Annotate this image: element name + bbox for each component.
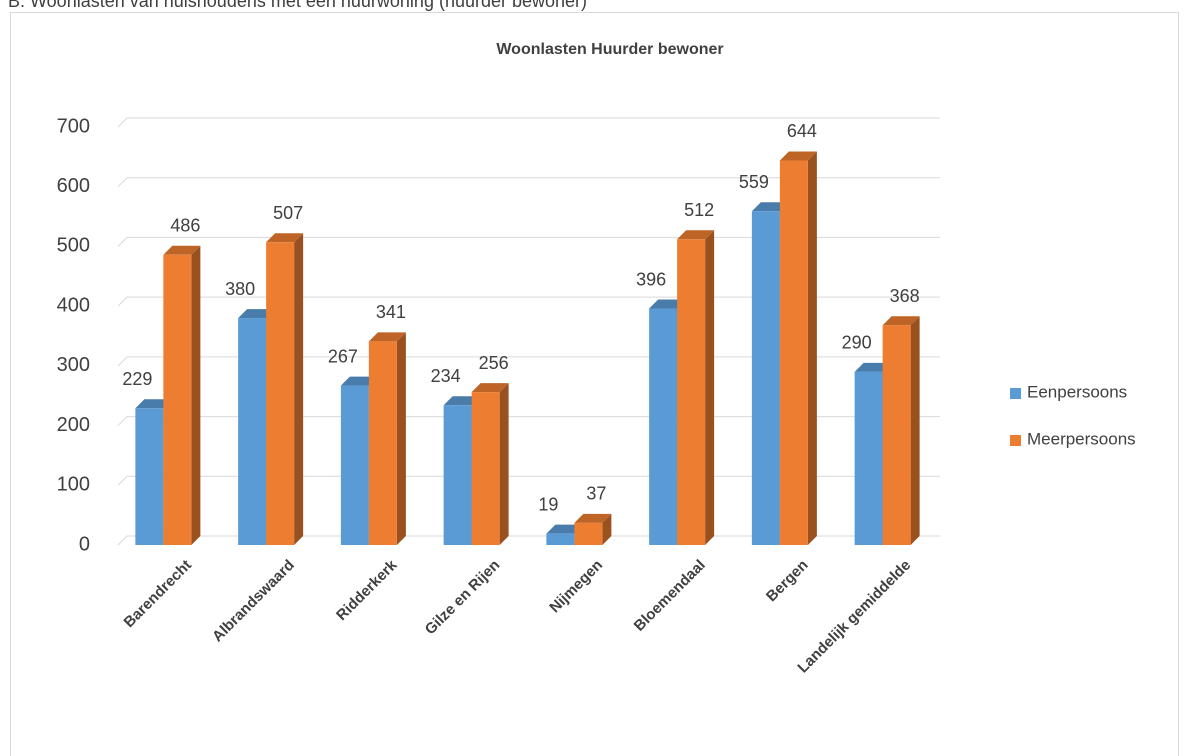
bar-top (368, 332, 406, 342)
page-heading: B. Woonlasten van huishoudens met een hu… (8, 0, 587, 11)
value-label: 396 (636, 269, 666, 289)
bar-top (882, 316, 920, 326)
value-label: 507 (273, 203, 303, 223)
grid-line (117, 236, 940, 247)
bar (443, 405, 472, 545)
bar-side (705, 230, 715, 545)
bar-top (546, 524, 584, 534)
value-label: 341 (376, 302, 406, 322)
bar (163, 254, 192, 545)
bar-side (499, 383, 509, 545)
legend-label: Eenpersoons (1027, 382, 1127, 401)
chart-title: Woonlasten Huurder bewoner (496, 41, 723, 58)
value-label: 290 (842, 333, 872, 353)
legend-swatch (1010, 435, 1021, 446)
bar-side (396, 332, 406, 545)
grid-line (117, 117, 940, 128)
bar-top (238, 309, 276, 319)
bar-side (807, 151, 817, 545)
y-tick-label: 600 (57, 175, 90, 197)
bar-top (649, 299, 687, 309)
bar (471, 392, 500, 545)
bar-top (266, 233, 304, 243)
bar (266, 242, 295, 545)
y-tick-label: 200 (57, 414, 90, 436)
bar-top (574, 513, 612, 523)
bar-top (163, 245, 201, 255)
bar-top (471, 383, 509, 393)
legend-swatch (1010, 388, 1021, 399)
bar-top (340, 376, 378, 386)
bar (882, 325, 911, 545)
value-label: 256 (479, 353, 509, 373)
bar-side (191, 245, 201, 545)
value-label: 19 (538, 494, 558, 514)
value-label: 37 (586, 484, 606, 504)
bar (135, 408, 164, 545)
grid-line (117, 177, 940, 188)
y-tick-label: 400 (57, 294, 90, 316)
bar-top (677, 230, 715, 240)
bar (340, 385, 369, 545)
value-label: 512 (684, 200, 714, 220)
value-label: 234 (431, 366, 461, 386)
bar (574, 522, 603, 545)
y-tick-label: 700 (57, 115, 90, 137)
bar (368, 341, 397, 545)
value-label: 644 (787, 121, 817, 141)
value-label: 267 (328, 346, 358, 366)
bar-top (779, 151, 817, 161)
bar-top (854, 362, 892, 372)
bar-side (294, 233, 304, 545)
value-label: 559 (739, 172, 769, 192)
bar (854, 371, 883, 545)
bar (546, 533, 575, 545)
y-tick-label: 0 (79, 533, 90, 555)
value-label: 368 (890, 286, 920, 306)
chart-frame (10, 12, 1179, 756)
value-label: 229 (122, 369, 152, 389)
value-label: 486 (170, 216, 200, 236)
bar (677, 239, 706, 545)
bar (751, 211, 780, 545)
bar-side (602, 513, 612, 545)
bar-top (135, 399, 173, 409)
value-label: 380 (225, 279, 255, 299)
y-tick-label: 300 (57, 354, 90, 376)
legend-label: Meerpersoons (1027, 429, 1136, 448)
bar-top (751, 202, 789, 212)
bar (649, 308, 678, 545)
bar-side (910, 316, 920, 545)
y-tick-label: 100 (57, 474, 90, 496)
bar (238, 318, 267, 545)
bar-top (443, 396, 481, 406)
bar (779, 160, 808, 545)
y-tick-label: 500 (57, 235, 90, 257)
grid-line (117, 296, 940, 307)
